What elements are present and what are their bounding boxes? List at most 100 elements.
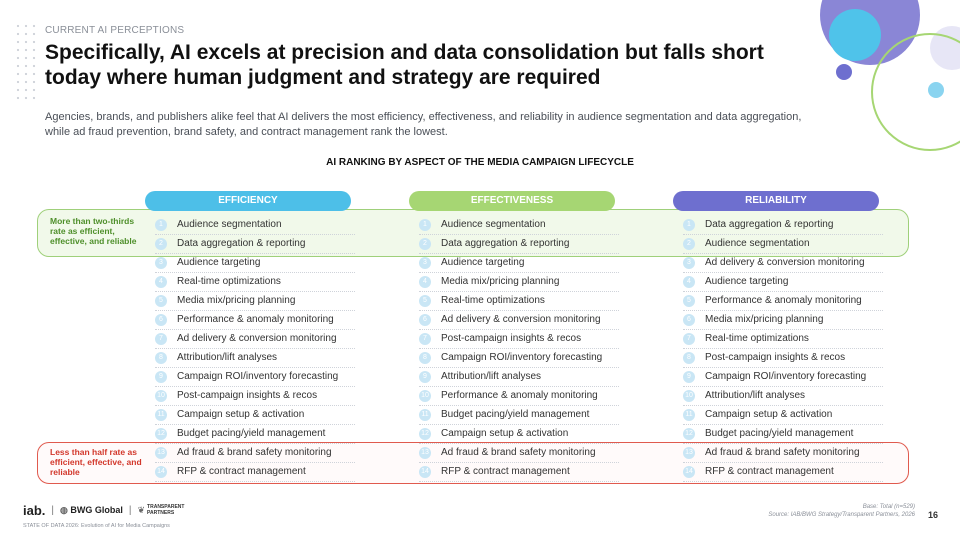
ranking-label: RFP & contract management <box>441 466 570 477</box>
ranking-label: Performance & anomaly monitoring <box>705 295 862 306</box>
ranking-row: 12 Budget pacing/yield management <box>683 425 883 444</box>
rank-number-badge: 7 <box>419 333 431 345</box>
rank-number-badge: 11 <box>419 409 431 421</box>
ranking-label: Media mix/pricing planning <box>705 314 824 325</box>
page-number: 16 <box>927 510 938 520</box>
ranking-row: 1 Audience segmentation <box>419 216 619 235</box>
ranking-label: Audience segmentation <box>441 219 546 230</box>
ranking-row: 5 Real-time optimizations <box>419 292 619 311</box>
ranking-label: Campaign ROI/inventory forecasting <box>177 371 339 382</box>
rank-number-badge: 10 <box>419 390 431 402</box>
rank-number-badge: 10 <box>683 390 695 402</box>
ranking-row: 6 Media mix/pricing planning <box>683 311 883 330</box>
ranking-label: Data aggregation & reporting <box>177 238 306 249</box>
ranking-label: Audience targeting <box>177 257 261 268</box>
ranking-row: 9 Campaign ROI/inventory forecasting <box>155 368 355 387</box>
rank-number-badge: 5 <box>419 295 431 307</box>
study-name: STATE OF DATA 2026: Evolution of AI for … <box>23 523 170 529</box>
ranking-label: Audience segmentation <box>177 219 282 230</box>
ranking-row: 11 Campaign setup & activation <box>155 406 355 425</box>
ranking-row: 12 Budget pacing/yield management <box>155 425 355 444</box>
rank-number-badge: 8 <box>683 352 695 364</box>
ranking-label: Real-time optimizations <box>441 295 545 306</box>
page-title: Specifically, AI excels at precision and… <box>45 41 764 89</box>
ranking-label: Budget pacing/yield management <box>177 428 326 439</box>
ranking-row: 8 Attribution/lift analyses <box>155 349 355 368</box>
page-subtitle: Agencies, brands, and publishers alike f… <box>45 111 802 138</box>
ranking-label: Audience targeting <box>705 276 789 287</box>
rank-number-badge: 10 <box>155 390 167 402</box>
circle-purple-small <box>836 64 852 80</box>
ranking-row: 14 RFP & contract management <box>155 463 355 482</box>
ranking-label: Attribution/lift analyses <box>705 390 806 401</box>
rank-number-badge: 11 <box>155 409 167 421</box>
ranking-row: 7 Real-time optimizations <box>683 330 883 349</box>
rank-number-badge: 2 <box>683 238 695 250</box>
rank-number-badge: 2 <box>155 238 167 250</box>
circle-light-blue <box>928 82 944 98</box>
ranking-row: 11 Campaign setup & activation <box>683 406 883 425</box>
footer-source: Base: Total (n=529) Source: IAB/BWG Stra… <box>768 503 915 519</box>
ranking-row: 3 Ad delivery & conversion monitoring <box>683 254 883 273</box>
ranking-label: Data aggregation & reporting <box>705 219 834 230</box>
column-header-efficiency: EFFICIENCY <box>145 191 351 211</box>
rank-number-badge: 5 <box>683 295 695 307</box>
ranking-row: 11 Budget pacing/yield management <box>419 406 619 425</box>
rank-number-badge: 14 <box>683 466 695 478</box>
ranking-label: Audience segmentation <box>705 238 810 249</box>
ranking-row: 6 Ad delivery & conversion monitoring <box>419 311 619 330</box>
ranking-row: 2 Data aggregation & reporting <box>155 235 355 254</box>
ranking-label: Post-campaign insights & recos <box>705 352 846 363</box>
ranking-row: 1 Data aggregation & reporting <box>683 216 883 235</box>
ranking-label: Media mix/pricing planning <box>441 276 560 287</box>
column-header-reliability: RELIABILITY <box>673 191 879 211</box>
ranking-label: Campaign ROI/inventory forecasting <box>441 352 603 363</box>
ranking-row: 10 Attribution/lift analyses <box>683 387 883 406</box>
rank-number-badge: 1 <box>419 219 431 231</box>
rank-number-badge: 3 <box>155 257 167 269</box>
bwg-logo-text: BWG Global <box>70 504 123 515</box>
ranking-row: 4 Media mix/pricing planning <box>419 273 619 292</box>
bwg-logo: ◍ BWG Global <box>60 505 123 516</box>
ranking-label: RFP & contract management <box>705 466 834 477</box>
ranking-label: Campaign setup & activation <box>441 428 569 439</box>
rank-number-badge: 9 <box>419 371 431 383</box>
rank-number-badge: 2 <box>419 238 431 250</box>
ranking-row: 8 Campaign ROI/inventory forecasting <box>419 349 619 368</box>
ranking-label: Post-campaign insights & recos <box>177 390 318 401</box>
logo-separator: | <box>51 504 55 516</box>
ranking-row: 13 Ad fraud & brand safety monitoring <box>683 444 883 463</box>
ranking-row: 13 Ad fraud & brand safety monitoring <box>419 444 619 463</box>
rank-number-badge: 3 <box>419 257 431 269</box>
rank-number-badge: 1 <box>683 219 695 231</box>
ranking-row: 10 Post-campaign insights & recos <box>155 387 355 406</box>
rank-number-badge: 11 <box>683 409 695 421</box>
ranking-label: Audience targeting <box>441 257 525 268</box>
ranking-list-reliability: 1 Data aggregation & reporting 2 Audience s… <box>683 216 883 482</box>
chart-title: AI RANKING BY ASPECT OF THE MEDIA CAMPAI… <box>326 157 634 168</box>
rank-number-badge: 7 <box>683 333 695 345</box>
ranking-row: 13 Ad fraud & brand safety monitoring <box>155 444 355 463</box>
circle-lavender <box>930 26 960 70</box>
ranking-label: Performance & anomaly monitoring <box>177 314 334 325</box>
circle-blue <box>829 9 881 61</box>
ranking-list-effectiveness: 1 Audience segmentation 2 Data aggregation … <box>419 216 619 482</box>
rank-number-badge: 7 <box>155 333 167 345</box>
ranking-label: Ad delivery & conversion monitoring <box>177 333 337 344</box>
rank-number-badge: 14 <box>419 466 431 478</box>
ranking-label: Real-time optimizations <box>705 333 809 344</box>
rank-number-badge: 12 <box>683 428 695 440</box>
ranking-row: 2 Data aggregation & reporting <box>419 235 619 254</box>
rank-number-badge: 9 <box>155 371 167 383</box>
rank-number-badge: 13 <box>419 447 431 459</box>
ranking-row: 9 Campaign ROI/inventory forecasting <box>683 368 883 387</box>
ranking-label: Real-time optimizations <box>177 276 281 287</box>
rank-number-badge: 3 <box>683 257 695 269</box>
rank-number-badge: 4 <box>419 276 431 288</box>
ranking-row: 3 Audience targeting <box>419 254 619 273</box>
bottom-ranked-band <box>37 442 909 484</box>
ranking-label: Attribution/lift analyses <box>441 371 542 382</box>
ranking-row: 4 Real-time optimizations <box>155 273 355 292</box>
ranking-row: 14 RFP & contract management <box>419 463 619 482</box>
ranking-row: 9 Attribution/lift analyses <box>419 368 619 387</box>
